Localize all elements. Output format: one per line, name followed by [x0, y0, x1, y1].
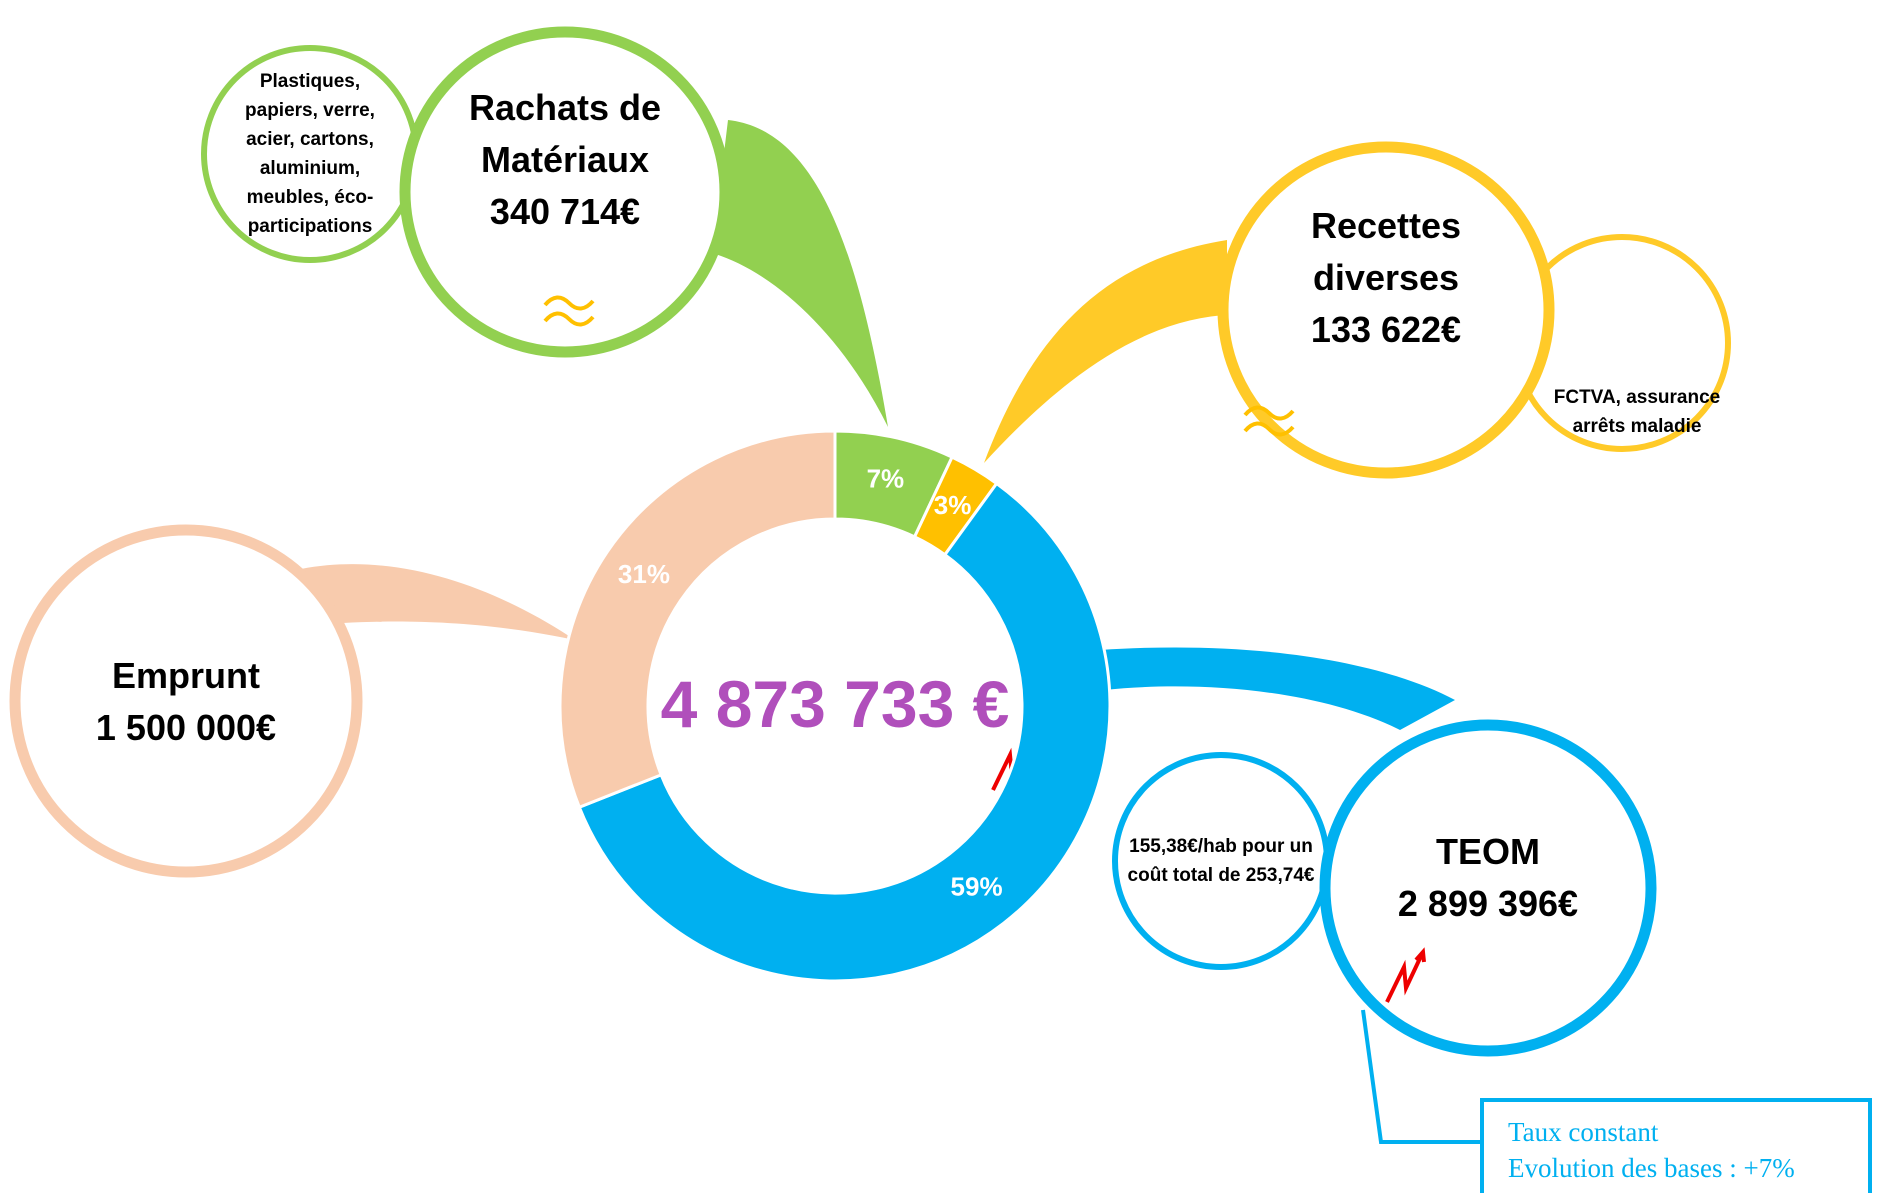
callout-title: Emprunt 1 500 000€ — [56, 650, 316, 754]
callout-title: Rachats de Matériaux 340 714€ — [450, 82, 680, 238]
slice-label: 59% — [951, 871, 1003, 901]
callout-title: Recettes diverses 133 622€ — [1286, 200, 1486, 356]
donut-slice — [577, 481, 1112, 983]
rise-icon — [1385, 947, 1426, 1003]
amount: 340 714€ — [489, 191, 641, 232]
callout-tail — [712, 120, 888, 427]
donut: 7% 3% 59% 31% — [558, 429, 1112, 983]
donut-slice — [558, 429, 837, 810]
detail-text: FCTVA, assurance arrêts maladie — [1553, 387, 1721, 437]
note-box: Taux constant Evolution des bases : +7% — [1480, 1098, 1872, 1193]
callout-circle — [399, 26, 731, 358]
detail-text: 155,38€/hab pour un coût total de 253,74… — [1127, 836, 1315, 886]
category: Emprunt — [112, 655, 260, 696]
total: 4 873 733 € — [660, 667, 1010, 741]
category: TEOM — [1436, 831, 1540, 872]
category: Rachats de Matériaux — [468, 87, 662, 180]
detail-text: Plastiques, papiers, verre, acier, carto… — [245, 71, 375, 237]
callout-circle — [9, 524, 363, 878]
slice-label: 7% — [867, 463, 905, 493]
callout-circle — [1217, 141, 1555, 479]
approx-icon — [543, 295, 595, 327]
note-line: Taux constant — [1508, 1117, 1659, 1147]
approx-icon — [1243, 405, 1295, 437]
slice-label: 3% — [934, 490, 972, 520]
callout-circle — [1319, 719, 1657, 1057]
amount: 1 500 000€ — [95, 707, 277, 748]
amount: 133 622€ — [1310, 309, 1462, 350]
slice-label: 31% — [618, 559, 670, 589]
category: Recettes diverses — [1310, 205, 1462, 298]
callout-tail — [301, 564, 575, 640]
callout-tail — [984, 240, 1227, 463]
connector — [1361, 1009, 1480, 1144]
callout-title: TEOM 2 899 396€ — [1358, 826, 1618, 930]
amount: 2 899 396€ — [1397, 883, 1579, 924]
note-line: Evolution des bases : +7% — [1508, 1153, 1795, 1183]
callout-tail — [1100, 647, 1455, 730]
